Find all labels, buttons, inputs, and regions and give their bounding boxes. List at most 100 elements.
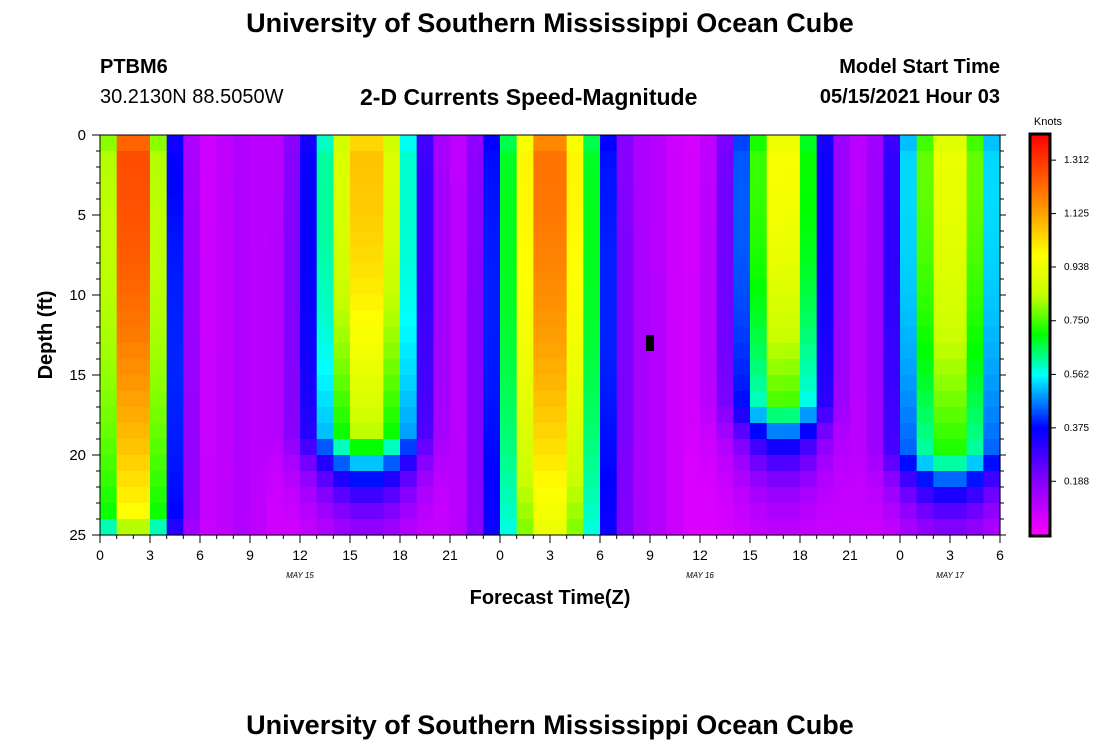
heatmap-cell (566, 391, 584, 408)
heatmap-cell (633, 279, 651, 296)
heatmap-cell (666, 391, 684, 408)
heatmap-cell (450, 375, 468, 392)
heatmap-cell (583, 167, 601, 184)
heatmap-cell (116, 199, 134, 216)
heatmap-cell (716, 167, 734, 184)
heatmap-cell (950, 231, 968, 248)
heatmap-cell (866, 343, 884, 360)
heatmap-cell (600, 135, 618, 152)
heatmap-cell (766, 295, 784, 312)
heatmap-cell (966, 215, 984, 232)
heatmap-cell (583, 183, 601, 200)
heatmap-cell (550, 503, 568, 520)
heatmap-cell (966, 135, 984, 152)
heatmap-cell (250, 487, 268, 504)
x-tick-label: 12 (292, 547, 308, 563)
heatmap-cell (183, 439, 201, 456)
heatmap-cell (333, 311, 351, 328)
heatmap-cell (916, 471, 934, 488)
heatmap-cell (550, 151, 568, 168)
heatmap-cell (750, 199, 768, 216)
heatmap-cell (383, 359, 401, 376)
heatmap-cell (266, 279, 284, 296)
heatmap-cell (816, 151, 834, 168)
heatmap-cell (150, 471, 168, 488)
heatmap-cell (550, 167, 568, 184)
heatmap-cell (300, 295, 318, 312)
heatmap-cell (700, 215, 718, 232)
heatmap-cell (133, 151, 151, 168)
heatmap-cell (983, 327, 1001, 344)
heatmap-cell (983, 455, 1001, 472)
heatmap-cell (233, 423, 251, 440)
heatmap-cell (950, 247, 968, 264)
heatmap-cell (500, 295, 518, 312)
heatmap-cell (216, 455, 234, 472)
heatmap-cell (450, 135, 468, 152)
heatmap-cell (150, 423, 168, 440)
heatmap-cell (516, 263, 534, 280)
heatmap-cell (216, 215, 234, 232)
heatmap-cell (283, 407, 301, 424)
x-axis-label: Forecast Time(Z) (470, 587, 631, 609)
heatmap-cell (150, 407, 168, 424)
heatmap-cell (166, 279, 184, 296)
heatmap-cell (200, 423, 218, 440)
heatmap-cell (533, 167, 551, 184)
heatmap-cell (350, 311, 368, 328)
heatmap-cell (516, 311, 534, 328)
heatmap-cell (233, 199, 251, 216)
heatmap-cell (800, 199, 818, 216)
heatmap-cell (516, 407, 534, 424)
heatmap-cell (683, 231, 701, 248)
heatmap-cell (916, 343, 934, 360)
heatmap-cell (500, 263, 518, 280)
heatmap-cell (933, 471, 951, 488)
heatmap-cell (700, 135, 718, 152)
heatmap-cell (216, 503, 234, 520)
heatmap-cell (533, 231, 551, 248)
heatmap-cell (300, 183, 318, 200)
heatmap-cell (500, 279, 518, 296)
heatmap-cell (683, 295, 701, 312)
heatmap-cell (433, 327, 451, 344)
heatmap-cell (283, 199, 301, 216)
heatmap-cell (866, 247, 884, 264)
heatmap-cell (316, 295, 334, 312)
heatmap-cell (933, 263, 951, 280)
heatmap-cell (783, 311, 801, 328)
heatmap-cell (200, 487, 218, 504)
heatmap-cell (266, 503, 284, 520)
heatmap-cell (366, 487, 384, 504)
heatmap-cell (216, 151, 234, 168)
heatmap-cell (433, 359, 451, 376)
heatmap-cell (300, 135, 318, 152)
heatmap-cell (883, 183, 901, 200)
heatmap-cell (466, 519, 484, 536)
heatmap-cell (433, 311, 451, 328)
heatmap-cell (600, 231, 618, 248)
heatmap-cell (316, 391, 334, 408)
heatmap-cell (483, 279, 501, 296)
heatmap-cell (916, 439, 934, 456)
heatmap-cell (233, 327, 251, 344)
heatmap-cell (783, 343, 801, 360)
heatmap-cell (800, 135, 818, 152)
heatmap-cell (633, 503, 651, 520)
heatmap-cell (800, 327, 818, 344)
heatmap-cell (950, 279, 968, 296)
heatmap-cell (933, 327, 951, 344)
heatmap-cell (400, 135, 418, 152)
heatmap-cell (766, 199, 784, 216)
heatmap-cell (883, 455, 901, 472)
heatmap-cell (166, 503, 184, 520)
heatmap-cell (916, 199, 934, 216)
heatmap-cell (516, 295, 534, 312)
heatmap-cell (266, 311, 284, 328)
heatmap-cell (350, 407, 368, 424)
heatmap-cell (233, 263, 251, 280)
heatmap-cell (833, 439, 851, 456)
heatmap-cell (733, 199, 751, 216)
heatmap-cell (850, 231, 868, 248)
heatmap-cell (350, 215, 368, 232)
